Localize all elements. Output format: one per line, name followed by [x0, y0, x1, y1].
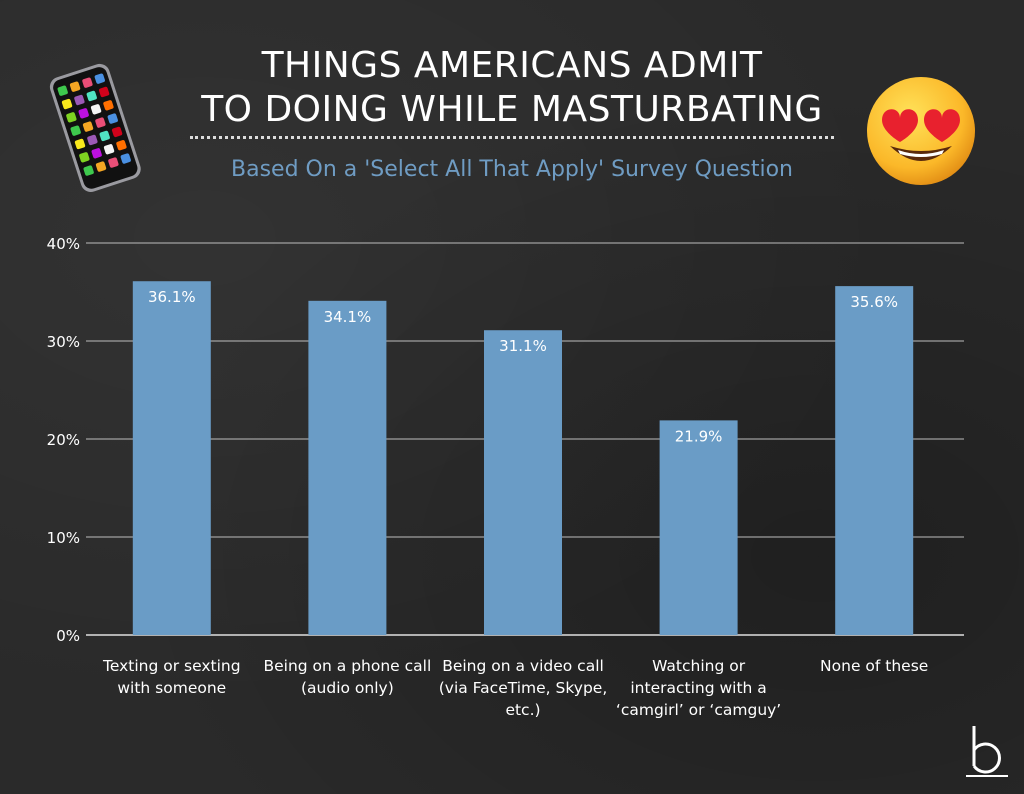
bar: [484, 330, 562, 635]
heart-eyes-emoji-icon: [867, 77, 975, 185]
bar: [659, 420, 738, 635]
x-category-label: Watching or interacting with a ‘camgirl’…: [615, 657, 782, 719]
brand-logo-icon: [966, 726, 1008, 777]
y-tick-label: 10%: [47, 529, 80, 547]
y-tick-label: 0%: [56, 627, 80, 645]
title-divider: [190, 136, 834, 139]
title-line-1: THINGS AMERICANS ADMIT: [261, 45, 763, 86]
x-category-label: None of these: [820, 657, 929, 675]
bar: [308, 300, 387, 635]
bar-data-label: 35.6%: [850, 293, 898, 311]
chart-subtitle: Based On a 'Select All That Apply' Surve…: [231, 157, 793, 182]
y-tick-label: 30%: [47, 333, 80, 351]
bar-data-label: 21.9%: [675, 427, 723, 445]
bar-data-label: 34.1%: [324, 308, 372, 326]
chart-title: THINGS AMERICANS ADMIT TO DOING WHILE MA…: [150, 44, 874, 132]
bar-data-label: 31.1%: [499, 337, 547, 355]
y-tick-label: 40%: [47, 235, 80, 253]
smartphone-icon: [49, 63, 141, 192]
x-category-label: Texting or sexting with someone: [103, 657, 241, 697]
x-category-label: Being on a video call (via FaceTime, Sky…: [438, 657, 608, 719]
bar-data-label: 36.1%: [148, 288, 196, 306]
bar: [132, 281, 211, 635]
x-category-label: Being on a phone call (audio only): [263, 657, 432, 697]
y-tick-label: 20%: [47, 431, 80, 449]
bar: [835, 286, 914, 635]
title-line-2: TO DOING WHILE MASTURBATING: [201, 89, 823, 130]
